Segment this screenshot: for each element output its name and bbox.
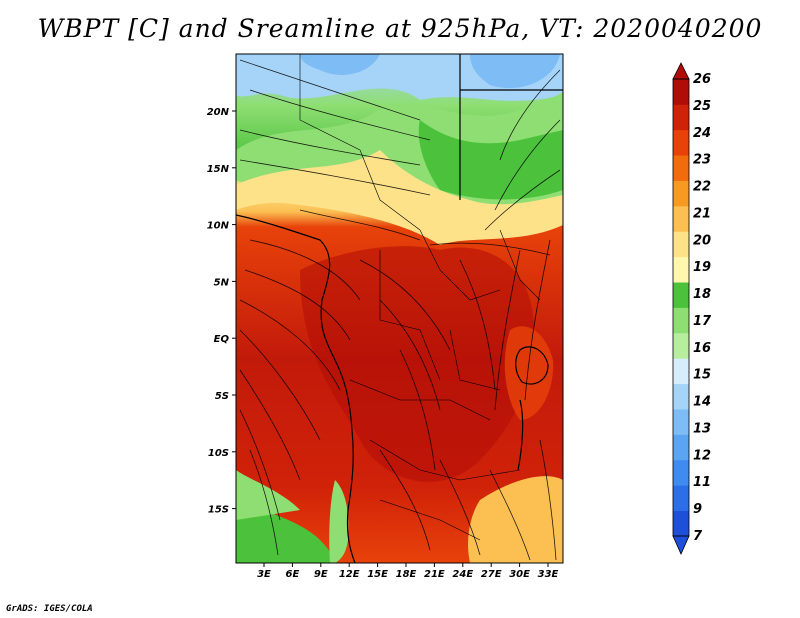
colorbar-top-arrow — [672, 62, 690, 80]
southwest-lightgreen — [236, 470, 300, 520]
mid-green-band — [418, 120, 563, 200]
west-africa-coastline — [236, 214, 356, 563]
lat-tick-label: 10N — [207, 221, 230, 232]
lat-tick-label: 15N — [207, 164, 230, 175]
lat-tick-label: 15S — [208, 505, 229, 516]
colorbar-label: 18 — [693, 287, 711, 302]
warm-core — [300, 246, 535, 482]
lon-tick-label: 18E — [396, 569, 417, 580]
lon-tick-label: 33E — [538, 569, 559, 580]
longitude-axis: 3E 6E 9E 12E 15E 18E 21E 24E 27E 30E 33E — [257, 563, 559, 580]
coastlines — [236, 54, 563, 563]
colorbar-swatch — [673, 358, 689, 385]
lat-tick-label: EQ — [214, 334, 230, 345]
lat-tick-label: 20N — [207, 107, 230, 118]
colorbar-swatch — [673, 79, 689, 105]
lon-tick-label: 15E — [367, 569, 388, 580]
lat-tick-label: 5N — [214, 277, 230, 288]
colorbar-label: 12 — [693, 448, 711, 463]
lat-tick-label: 5S — [215, 391, 229, 402]
wbpt-field — [236, 54, 563, 563]
coastal-green — [329, 480, 349, 563]
map-frame — [235, 53, 564, 564]
colorbar-label: 20 — [693, 233, 711, 248]
latitude-axis: 20N 15N 10N 5N EQ 5S 10S 15S — [207, 107, 236, 516]
colorbar-swatch — [673, 129, 689, 156]
lon-tick-label: 27E — [481, 569, 502, 580]
lake-tanganyika — [517, 399, 524, 471]
colorbar-label: 26 — [693, 72, 711, 87]
colorbar-label: 7 — [693, 529, 703, 544]
cold-pocket-ne — [470, 54, 560, 89]
colorbar-label: 9 — [693, 502, 702, 517]
lon-tick-label: 24E — [452, 569, 473, 580]
colorbar-swatch — [673, 307, 689, 334]
cool-lake-region — [504, 326, 554, 420]
colorbar-label: 14 — [693, 395, 711, 410]
colorbar-label: 25 — [693, 99, 711, 114]
colorbar-label: 23 — [693, 153, 711, 168]
colorbar-bottom-arrow — [672, 535, 690, 555]
colorbar-swatch — [673, 434, 689, 461]
lon-tick-label: 9E — [314, 569, 328, 580]
colorbar-swatch — [673, 256, 689, 283]
lon-tick-label: 6E — [286, 569, 300, 580]
colorbar-swatch — [673, 332, 689, 359]
lat-tick-label: 10S — [208, 448, 229, 459]
colorbar-swatch — [673, 282, 689, 308]
colorbar-swatch — [673, 383, 689, 410]
colorbar-swatch — [673, 104, 689, 131]
colorbar-label: 19 — [693, 260, 711, 275]
colorbar-label: 11 — [693, 475, 711, 490]
colorbar-swatch — [673, 409, 689, 435]
colorbar-swatch — [673, 155, 689, 181]
lon-tick-label: 30E — [509, 569, 530, 580]
colorbar-swatch — [673, 459, 689, 486]
streamlines — [239, 59, 561, 561]
lon-tick-label: 21E — [424, 569, 445, 580]
colorbar-label: 22 — [693, 180, 711, 195]
colorbar-label: 16 — [693, 341, 711, 356]
colorbar: 7 9 11 12 13 14 15 16 17 18 19 20 21 22 23 24 25 26 — [672, 62, 712, 555]
grads-credit: GrADS: IGES/COLA — [6, 604, 93, 614]
colorbar-label: 21 — [693, 206, 711, 221]
colorbar-label: 17 — [693, 314, 712, 329]
colorbar-frame — [672, 78, 690, 537]
southeast-yellow — [468, 476, 563, 563]
colorbar-swatch — [673, 510, 689, 537]
colorbar-swatch — [673, 205, 689, 232]
colorbar-swatch — [673, 231, 689, 258]
cold-pocket-nw — [300, 54, 380, 75]
colorbar-label: 15 — [693, 368, 711, 383]
lake-victoria — [515, 346, 549, 385]
colorbar-swatch — [673, 180, 689, 207]
colorbar-swatch — [673, 485, 689, 512]
country-borders — [299, 54, 541, 541]
colorbar-label: 24 — [693, 126, 711, 141]
colorbar-label: 13 — [693, 421, 711, 436]
map-title: WBPT [C] and Sreamline at 925hPa, VT: 20… — [37, 14, 763, 43]
lon-tick-label: 12E — [339, 569, 360, 580]
lon-tick-label: 3E — [257, 569, 271, 580]
